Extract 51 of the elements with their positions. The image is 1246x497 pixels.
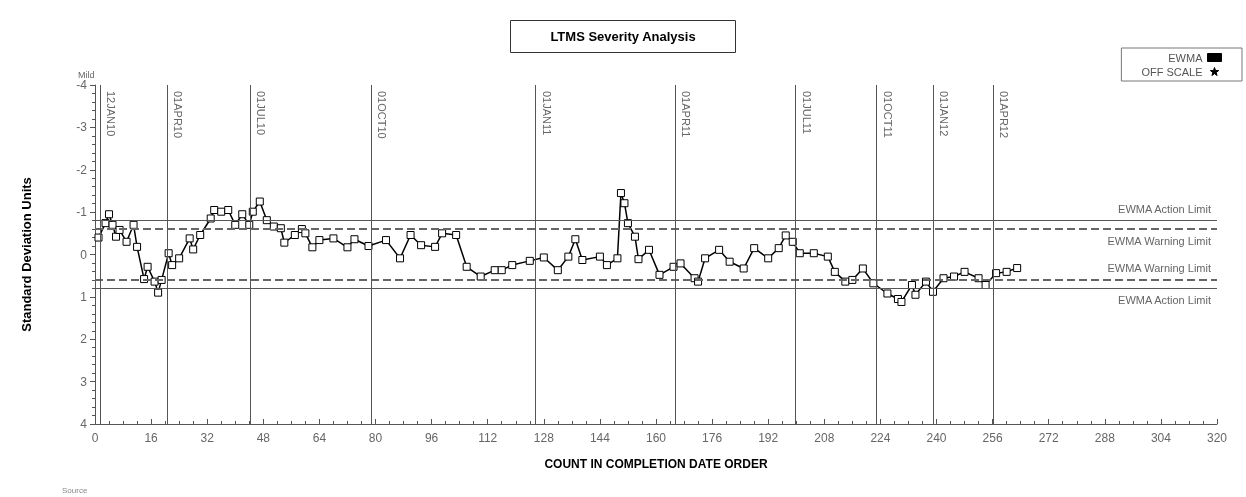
- x-tick-label: 288: [1094, 431, 1116, 445]
- ref-line-label: 01JAN11: [540, 91, 553, 136]
- y-tick-label: -3: [76, 120, 88, 135]
- ref-line-label: 01JUL11: [800, 91, 813, 135]
- x-tick-label: 128: [533, 431, 555, 445]
- y-tick-label: -4: [76, 78, 88, 92]
- y-tick-label: 3: [80, 374, 88, 389]
- ref-line-label: 01OCT11: [881, 91, 894, 138]
- y-tick-label: 0: [80, 247, 88, 262]
- x-tick-label: 160: [645, 431, 667, 445]
- ref-line-label: 01JAN12: [938, 91, 951, 137]
- ref-line-label: 12JAN10: [105, 91, 118, 137]
- ref-line-label: EWMA Action Limit: [1118, 293, 1211, 306]
- x-tick-label: 80: [368, 431, 383, 445]
- x-tick-label: 32: [200, 431, 215, 445]
- x-tick-label: 320: [1206, 431, 1228, 445]
- x-tick-label: 112: [478, 431, 498, 445]
- legend-label: OFF SCALE: [1141, 65, 1203, 78]
- ref-line-label: EWMA Action Limit: [1118, 203, 1211, 216]
- x-tick-label: 192: [758, 431, 779, 445]
- x-tick-label: 0: [91, 431, 99, 445]
- x-tick-label: 256: [982, 431, 1003, 445]
- y-axis-title: Standard Deviation Units: [19, 177, 34, 332]
- ref-line-label: 01APR12: [998, 91, 1011, 139]
- x-tick-label: 240: [926, 431, 947, 445]
- x-tick-label: 144: [589, 431, 611, 445]
- x-tick-label: 272: [1038, 431, 1060, 445]
- x-tick-label: 208: [814, 431, 835, 445]
- x-tick-label: 16: [144, 431, 159, 445]
- y-tick-label: 1: [80, 289, 88, 304]
- legend-label: EWMA: [1168, 51, 1204, 64]
- chart-title: LTMS Severity Analysis: [550, 29, 696, 44]
- x-tick-label: 96: [424, 431, 439, 445]
- x-tick-label: 64: [312, 431, 327, 445]
- ref-line-label: 01OCT10: [376, 91, 389, 139]
- y-tick-label: 2: [80, 332, 88, 347]
- ref-line-label: 01APR11: [680, 91, 693, 138]
- x-axis-title: COUNT IN COMPLETION DATE ORDER: [544, 457, 768, 471]
- ref-line-label: 01APR10: [172, 91, 185, 139]
- text: Mild: [78, 69, 95, 80]
- ref-line-label: EWMA Warning Limit: [1107, 234, 1211, 247]
- ref-line-label: EWMA Warning Limit: [1107, 262, 1211, 275]
- x-tick-label: 304: [1150, 431, 1172, 445]
- x-tick-label: 176: [702, 431, 723, 445]
- y-tick-label: -2: [76, 162, 88, 177]
- y-tick-label: -1: [76, 205, 88, 220]
- text: Source: [62, 485, 88, 495]
- x-tick-label: 48: [256, 431, 271, 445]
- x-tick-label: 224: [870, 431, 891, 445]
- y-tick-label: 4: [80, 417, 88, 431]
- ref-line-label: 01JUL10: [255, 91, 268, 136]
